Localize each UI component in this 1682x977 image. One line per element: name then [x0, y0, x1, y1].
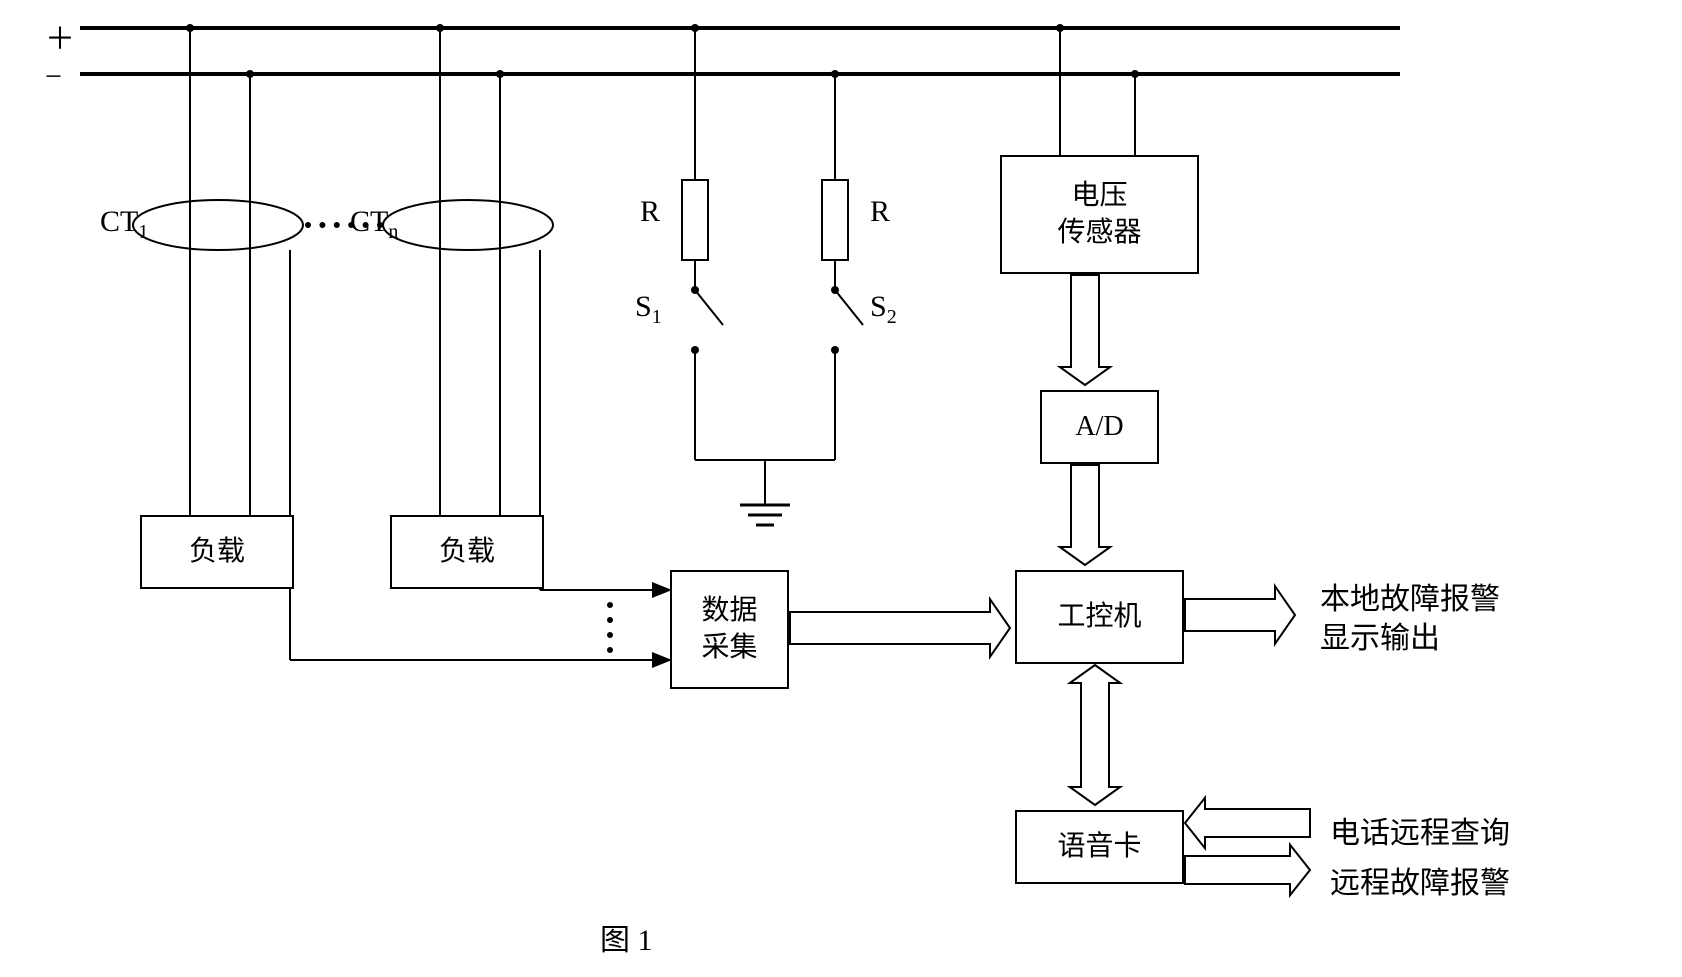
- figure-caption: 图 1: [600, 915, 653, 959]
- voice-card-box: 语音卡: [1015, 810, 1184, 884]
- r1-label: R: [640, 195, 660, 229]
- voltage-sensor-box: 电压 传感器: [1000, 155, 1199, 274]
- ctn-label: CTn: [350, 205, 398, 244]
- ct1-label: CT1: [100, 205, 148, 244]
- r2-label: R: [870, 195, 890, 229]
- daq-box: 数据 采集: [670, 570, 789, 689]
- remote-query-label: 电话远程查询: [1330, 808, 1510, 852]
- remote-alarm-label: 远程故障报警: [1330, 858, 1510, 902]
- ad-box: A/D: [1040, 390, 1159, 464]
- diagram-root: ＋ − CT1 CTn R R S1 S2 负载 负载 电压 传感器 A/D: [0, 0, 1682, 977]
- load-box-1: 负载: [140, 515, 294, 589]
- ipc-box: 工控机: [1015, 570, 1184, 664]
- s1-label: S1: [635, 290, 662, 329]
- local-alarm-label: 本地故障报警 显示输出: [1320, 580, 1500, 658]
- load-box-n: 负载: [390, 515, 544, 589]
- s2-label: S2: [870, 290, 897, 329]
